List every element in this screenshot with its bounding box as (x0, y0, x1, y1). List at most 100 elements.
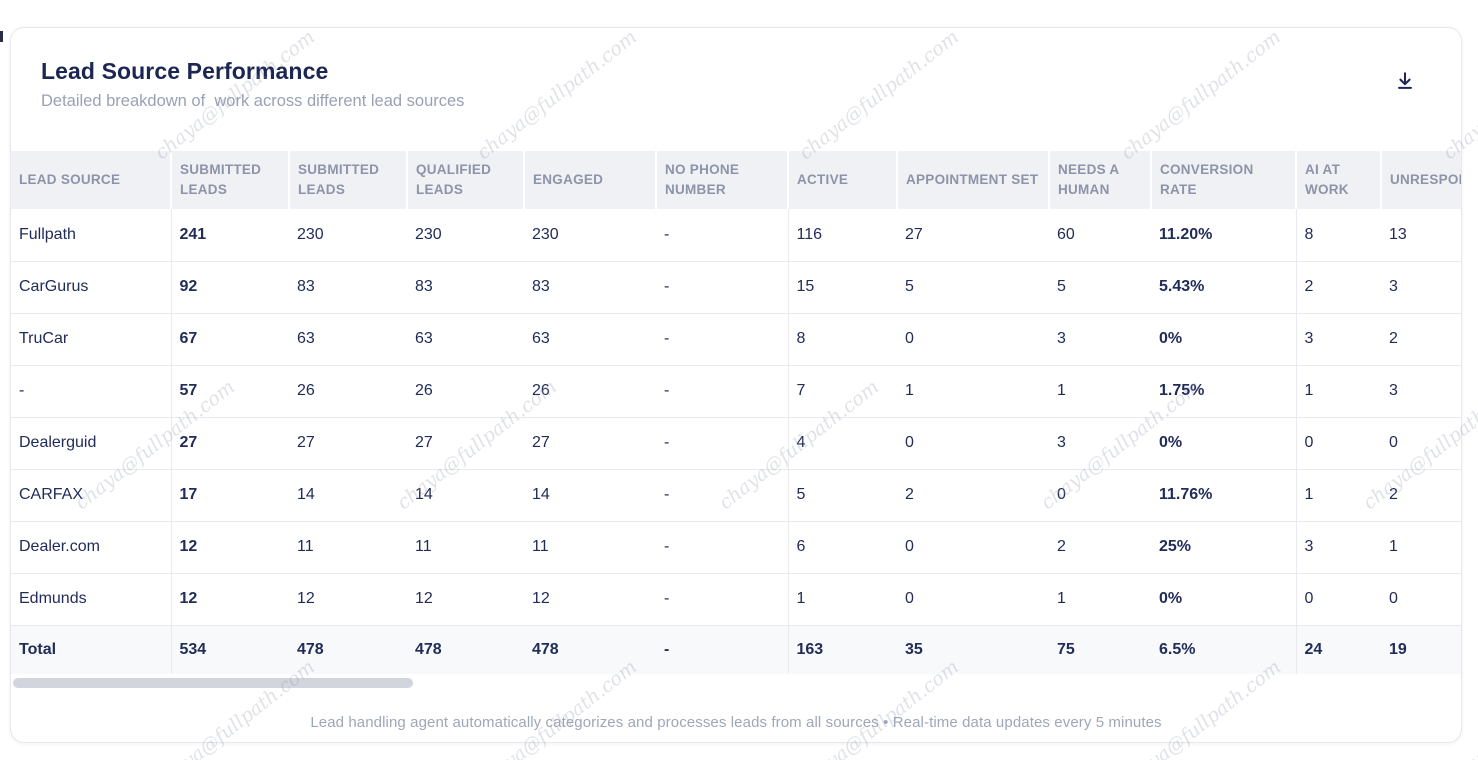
table-row: TruCar 67 63 63 63-8 0 3 0% 3 2 (11, 313, 1461, 366)
row-label: Edmunds (11, 573, 171, 626)
lead-source-table: LEAD SOURCE SUBMITTED LEADS SUBMITTED LEAD… (11, 151, 1461, 674)
cell-no_phone_number: - (656, 209, 788, 262)
cell-submitted_leads_1: 27 (170, 417, 289, 470)
cell-qualified_leads: 230 (407, 209, 524, 262)
cell-engaged: 11 (524, 521, 656, 574)
cell-appointment_set: 0 (897, 417, 1049, 470)
table-head: LEAD SOURCE SUBMITTED LEADS SUBMITTED LEAD… (11, 151, 1461, 209)
total-cell-no_phone_number: - (656, 624, 788, 674)
cell-submitted_leads_1: 12 (170, 573, 289, 626)
cell-qualified_leads: 11 (407, 521, 524, 574)
cell-submitted_leads_2: 63 (289, 313, 407, 366)
total-cell-submitted_leads_2: 478 (289, 624, 407, 674)
column-header-ai_at_work: AI AT WORK (1295, 151, 1381, 209)
cell-ai_at_work: 3 (1295, 313, 1381, 366)
cell-ai_at_work: 1 (1295, 365, 1381, 418)
total-cell-unresponsive_leads: 19 (1381, 624, 1461, 674)
download-button[interactable] (1389, 66, 1421, 98)
cell-active: 8 (787, 313, 897, 366)
cell-ai_at_work: 0 (1295, 417, 1381, 470)
cell-appointment_set: 0 (897, 573, 1049, 626)
cell-needs_a_human: 1 (1049, 573, 1151, 626)
row-label: Fullpath (11, 209, 171, 262)
column-header-unresponsive_leads: UNRESPONSIVE LEADS (1380, 151, 1461, 209)
cell-conversion_rate: 0% (1151, 313, 1296, 366)
row-label: Dealer.com (11, 521, 171, 574)
cell-no_phone_number: - (656, 573, 788, 626)
footer-note: Lead handling agent automatically catego… (310, 714, 1162, 731)
cell-engaged: 230 (524, 209, 656, 262)
column-header-lead_source: LEAD SOURCE (11, 151, 171, 209)
horizontal-scrollbar-thumb[interactable] (13, 678, 413, 688)
cell-conversion_rate: 0% (1151, 573, 1296, 626)
table-row: Dealerguid 27 27 27 27-4 0 3 0% 0 0 (11, 417, 1461, 470)
total-cell-ai_at_work: 24 (1295, 624, 1381, 674)
cell-unresponsive_leads: 2 (1381, 313, 1461, 366)
cell-needs_a_human: 3 (1049, 313, 1151, 366)
cell-conversion_rate: 1.75% (1151, 365, 1296, 418)
cell-no_phone_number: - (656, 521, 788, 574)
cell-appointment_set: 1 (897, 365, 1049, 418)
cell-engaged: 27 (524, 417, 656, 470)
header-row: LEAD SOURCE SUBMITTED LEADS SUBMITTED LEAD… (11, 151, 1461, 209)
cell-submitted_leads_2: 12 (289, 573, 407, 626)
cell-appointment_set: 27 (897, 209, 1049, 262)
cell-ai_at_work: 0 (1295, 573, 1381, 626)
cell-qualified_leads: 83 (407, 261, 524, 314)
column-header-submitted_leads_2: SUBMITTED LEADS (288, 151, 407, 209)
row-label: - (11, 365, 171, 418)
cell-submitted_leads_2: 230 (289, 209, 407, 262)
column-header-conversion_rate: CONVERSION RATE (1150, 151, 1296, 209)
cell-needs_a_human: 5 (1049, 261, 1151, 314)
cell-submitted_leads_2: 26 (289, 365, 407, 418)
cell-active: 7 (787, 365, 897, 418)
cell-no_phone_number: - (656, 417, 788, 470)
table-row: Fullpath 241 230 230 230-116 27 60 11.20% 8 13 (11, 209, 1461, 262)
total-cell-engaged: 478 (524, 624, 656, 674)
row-label: CARFAX (11, 469, 171, 522)
total-cell-needs_a_human: 75 (1049, 624, 1151, 674)
cell-unresponsive_leads: 3 (1381, 365, 1461, 418)
total-cell-active: 163 (787, 624, 897, 674)
horizontal-scrollbar (13, 678, 1461, 688)
total-cell-appointment_set: 35 (897, 624, 1049, 674)
screen-edge-artifact (0, 31, 3, 42)
cell-submitted_leads_1: 67 (170, 313, 289, 366)
cell-qualified_leads: 26 (407, 365, 524, 418)
total-cell-qualified_leads: 478 (407, 624, 524, 674)
cell-ai_at_work: 2 (1295, 261, 1381, 314)
cell-no_phone_number: - (656, 365, 788, 418)
total-row: Total 534 478 478 478-163 35 75 6.5% 24 19 (11, 624, 1461, 674)
row-label: Dealerguid (11, 417, 171, 470)
column-header-submitted_leads_1: SUBMITTED LEADS (170, 151, 289, 209)
cell-unresponsive_leads: 1 (1381, 521, 1461, 574)
cell-submitted_leads_2: 11 (289, 521, 407, 574)
cell-needs_a_human: 60 (1049, 209, 1151, 262)
cell-conversion_rate: 11.76% (1151, 469, 1296, 522)
column-header-engaged: ENGAGED (523, 151, 656, 209)
download-icon (1394, 70, 1416, 95)
table-row: CARFAX 17 14 14 14-5 2 0 11.76% 1 2 (11, 469, 1461, 522)
cell-active: 4 (787, 417, 897, 470)
cell-no_phone_number: - (656, 469, 788, 522)
table-row: Edmunds 12 12 12 12-1 0 1 0% 0 0 (11, 573, 1461, 626)
cell-active: 6 (787, 521, 897, 574)
cell-needs_a_human: 0 (1049, 469, 1151, 522)
column-header-no_phone_number: NO PHONE NUMBER (655, 151, 788, 209)
cell-unresponsive_leads: 0 (1381, 417, 1461, 470)
cell-conversion_rate: 5.43% (1151, 261, 1296, 314)
column-header-active: ACTIVE (787, 151, 897, 209)
cell-submitted_leads_1: 92 (170, 261, 289, 314)
row-label: TruCar (11, 313, 171, 366)
table-row: Dealer.com 12 11 11 11-6 0 2 25% 3 1 (11, 521, 1461, 574)
cell-ai_at_work: 8 (1295, 209, 1381, 262)
cell-active: 116 (787, 209, 897, 262)
column-header-appointment_set: APPOINTMENT SET (896, 151, 1049, 209)
card-header: Lead Source Performance Detailed breakdo… (11, 28, 1461, 151)
cell-no_phone_number: - (656, 261, 788, 314)
cell-unresponsive_leads: 13 (1381, 209, 1461, 262)
cell-qualified_leads: 12 (407, 573, 524, 626)
cell-submitted_leads_2: 27 (289, 417, 407, 470)
table-scroll-area: LEAD SOURCE SUBMITTED LEADS SUBMITTED LEAD… (11, 151, 1461, 674)
